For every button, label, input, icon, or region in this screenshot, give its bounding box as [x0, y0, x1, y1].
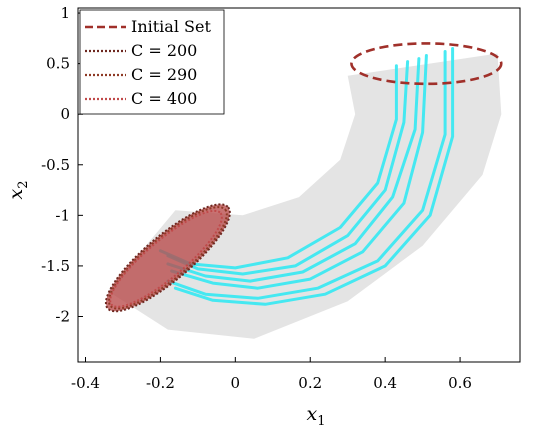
plot-area [104, 42, 503, 339]
x-tick-label: 0.2 [298, 374, 322, 392]
final-set-3 [109, 209, 223, 308]
trajectory-3 [166, 57, 421, 283]
x-tick-label: 0 [231, 374, 241, 392]
y-axis-label: x2 [5, 181, 31, 200]
y-tick-label: -2 [55, 307, 70, 325]
y-tick-label: -1.5 [41, 257, 70, 275]
legend-label: C = 290 [131, 65, 197, 84]
initial-set [350, 42, 503, 86]
trajectory-2 [166, 60, 410, 276]
trajectory-1 [158, 64, 398, 270]
x-tick-label: 0.4 [373, 374, 397, 392]
final-set-fill [105, 204, 230, 312]
y-tick-label: -1 [55, 206, 70, 224]
legend-label: Initial Set [131, 17, 211, 36]
x-tick-label: -0.4 [71, 374, 100, 392]
x-tick-label: 0.6 [448, 374, 472, 392]
trajectory-4 [170, 54, 428, 290]
x-tick-label: -0.2 [146, 374, 175, 392]
y-axis-label-subscript: 2 [16, 181, 31, 189]
legend: Initial Set C = 200 C = 290 C = 400 [79, 9, 225, 115]
y-tick-label: 0 [60, 105, 70, 123]
final-set-1 [104, 203, 231, 313]
x-axis-label-subscript: 1 [317, 414, 325, 429]
legend-label: C = 200 [131, 41, 197, 60]
y-tick-label: -0.5 [41, 156, 70, 174]
trajectory-5 [166, 50, 447, 300]
axis-ticks: -0.4 -0.2 0 0.2 0.4 0.6 1 0.5 0 -0.5 -1 -1.5 -2 [41, 4, 472, 392]
y-tick-label: 1 [60, 4, 70, 22]
x-axis-label: x1 [307, 403, 326, 429]
final-set-2 [108, 206, 228, 310]
y-tick-label: 0.5 [46, 55, 70, 73]
axes-frame [77, 7, 521, 363]
legend-label: C = 400 [131, 89, 197, 108]
trajectory-6 [173, 47, 455, 306]
